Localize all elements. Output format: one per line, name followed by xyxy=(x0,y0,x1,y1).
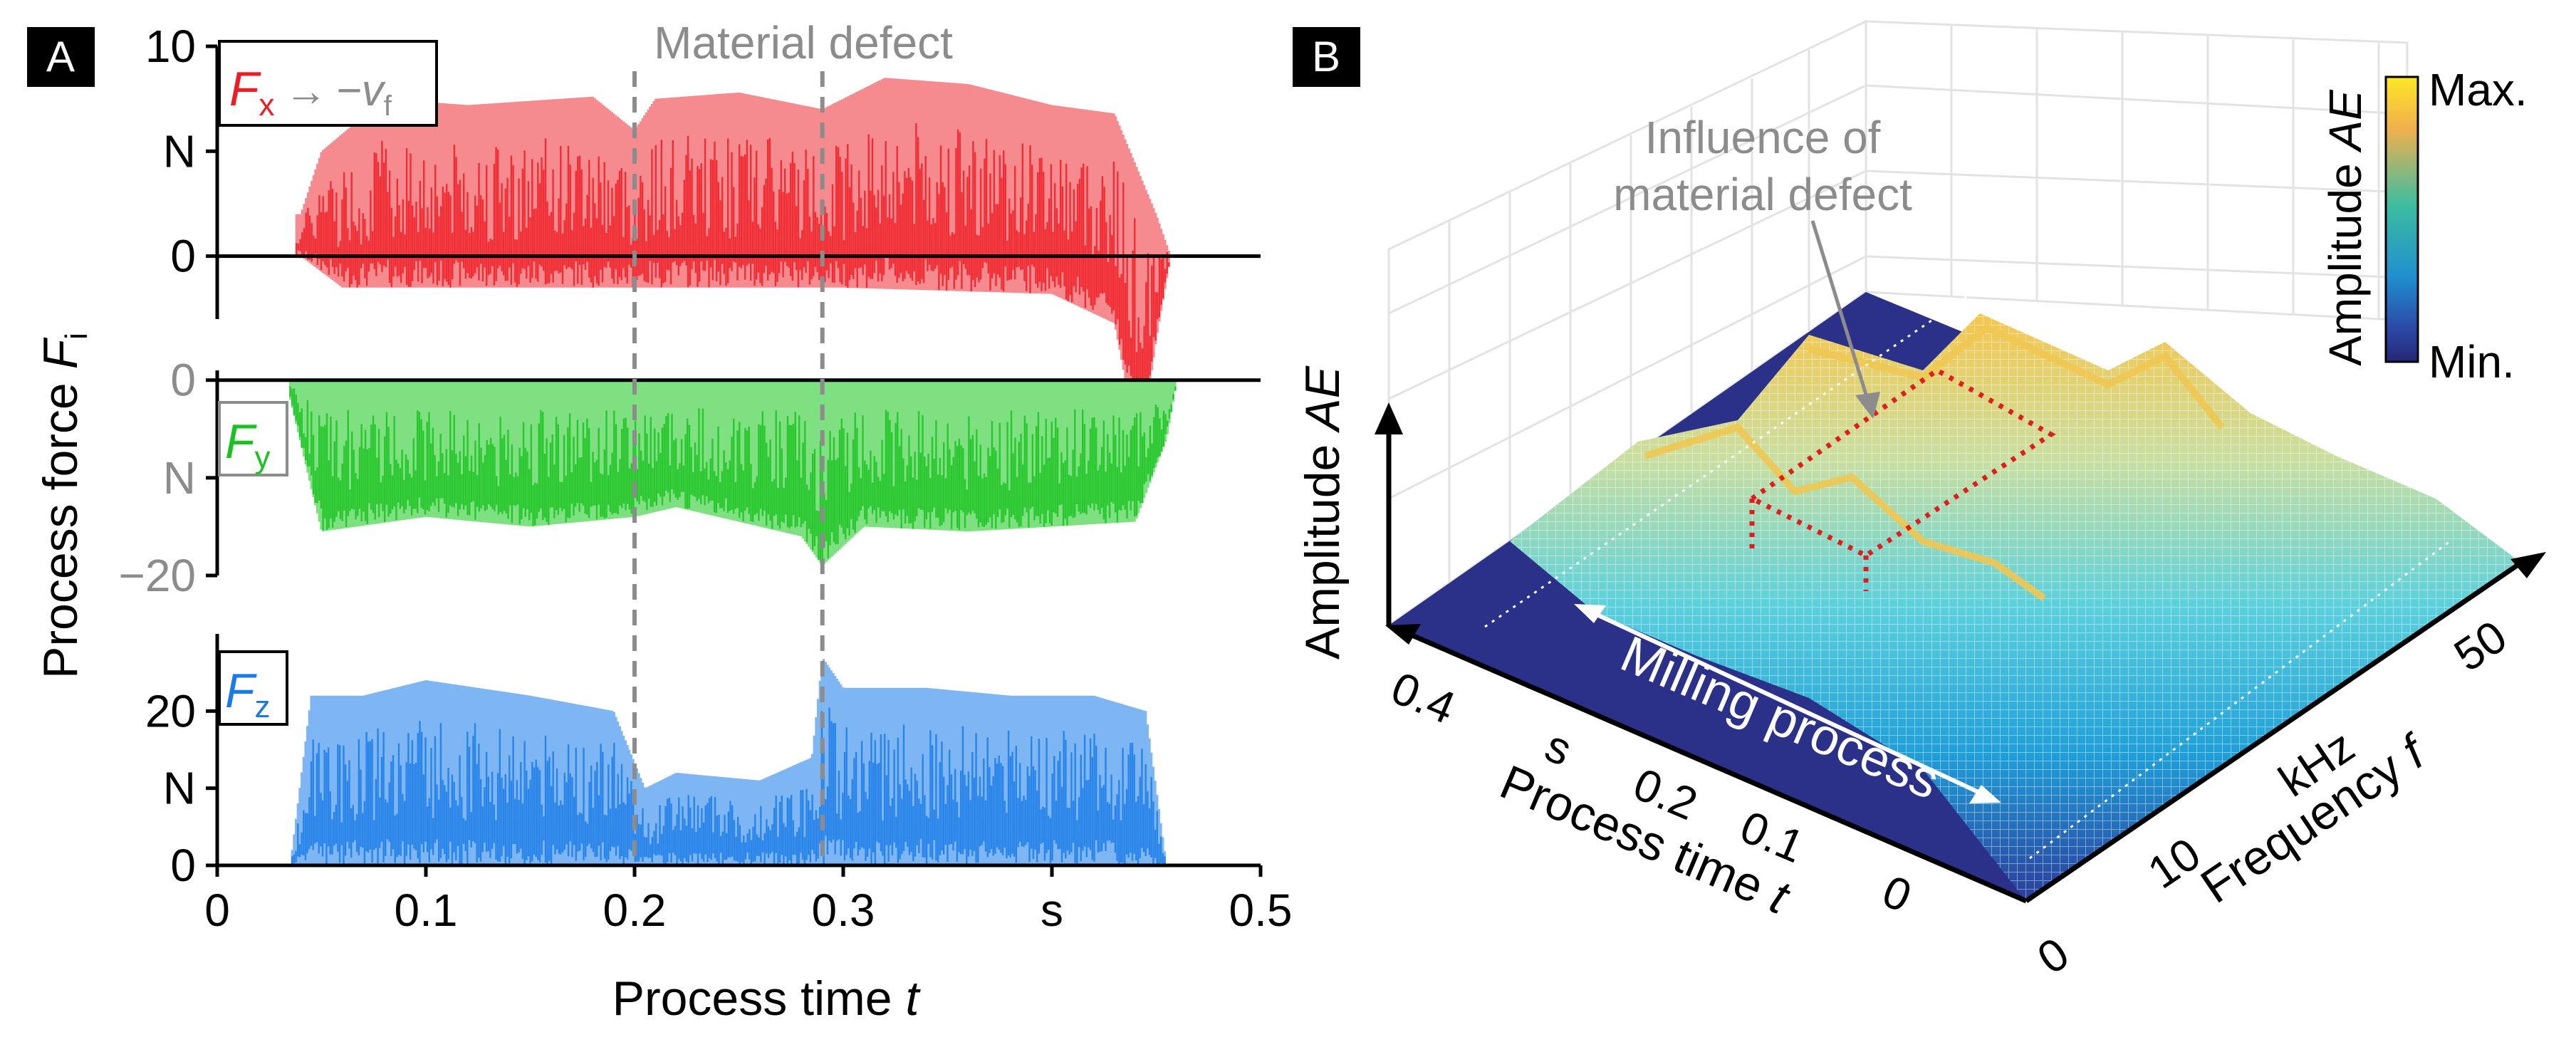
panel-a-ylabel: Process force Fi xyxy=(33,333,94,679)
fy-core xyxy=(289,386,1177,564)
surface-ridge-1 xyxy=(1644,423,2046,602)
freq-tick-label: 0 xyxy=(2028,927,2078,984)
time-tick-label: 0 xyxy=(1875,865,1919,922)
colorbar xyxy=(2384,75,2419,363)
fx-legend-minus-sub: f xyxy=(384,90,392,122)
fy-signal xyxy=(289,380,1177,566)
fz-unit-label: N xyxy=(163,763,196,814)
fx-legend: Fx → −vf xyxy=(218,40,438,127)
fz-legend: Fz xyxy=(218,650,288,726)
x-unit-label: s xyxy=(1041,885,1063,936)
fx-legend-var: F xyxy=(229,62,261,116)
z-axis-arrow xyxy=(1375,402,1403,434)
fx-tick-label: 10 xyxy=(145,21,196,72)
fy-legend: Fy xyxy=(218,401,288,476)
defect-box xyxy=(1747,367,2056,591)
colorbar-min-label: Min. xyxy=(2429,336,2515,387)
panel-b-letter: B xyxy=(1312,33,1340,80)
milling-arrow xyxy=(1583,607,1992,800)
panel-a: A 10 0 N 0 −20 N 20 0 N 0 0.1 0.2 0.3 0.5 s Material d… xyxy=(27,17,1292,1026)
panel-b-zlabel: Amplitude AE xyxy=(1295,365,1350,660)
colorbar-max-label: Max. xyxy=(2429,64,2528,115)
x-tick-label: 0.3 xyxy=(812,885,875,936)
svg-text:Fx→−vf: Fx → −vf xyxy=(229,62,392,123)
freq-axis-arrow xyxy=(2510,552,2546,578)
fx-unit-label: N xyxy=(163,125,196,177)
freq-axis-line xyxy=(2025,561,2523,903)
fy-legend-var: F xyxy=(225,415,257,469)
fx-legend-arrow: → xyxy=(285,67,328,115)
svg-text:Fy: Fy xyxy=(225,415,271,475)
fz-legend-var: F xyxy=(225,664,257,718)
material-defect-annotation: Material defect xyxy=(654,17,953,68)
time-tick-label: 0.4 xyxy=(1385,662,1463,734)
fx-tick-label: 0 xyxy=(170,231,196,282)
fy-tick-label: −20 xyxy=(118,550,196,601)
defect-annotation-arrow xyxy=(1810,220,1872,407)
fz-tick-label: 20 xyxy=(145,685,196,736)
x-tick-label: 0 xyxy=(204,885,230,936)
fy-legend-sub: y xyxy=(255,440,271,475)
x-tick-label: 0.2 xyxy=(603,885,667,936)
time-axis-arrow xyxy=(1385,624,1421,645)
defect-lines xyxy=(632,71,825,865)
panel-a-axes: 10 0 N 0 −20 N 20 0 N 0 0.1 0.2 0.3 0.5 s xyxy=(118,21,1292,936)
floor-dotted-line-2 xyxy=(2029,540,2451,860)
fz-core xyxy=(291,707,1166,865)
svg-text:Fz: Fz xyxy=(225,664,271,724)
defect-annotation-line2: material defect xyxy=(1613,169,1912,220)
panel-a-letter: A xyxy=(46,33,75,80)
colorbar-label: Amplitude AE xyxy=(2320,89,2371,366)
fz-legend-sub: z xyxy=(255,689,271,724)
fy-tick-label: 0 xyxy=(170,355,196,406)
panel-a-badge xyxy=(27,27,95,87)
fx-legend-minus-var: −v xyxy=(336,66,386,115)
surface-ridge-2 xyxy=(1808,323,2225,430)
fz-tick-label: 0 xyxy=(170,840,196,891)
freq-tick-label: 50 xyxy=(2445,610,2515,681)
fy-unit-label: N xyxy=(163,452,196,504)
fz-signal xyxy=(291,659,1167,865)
x-tick-label: 0.5 xyxy=(1229,885,1293,936)
x-tick-label: 0.1 xyxy=(395,885,458,936)
time-axis-line xyxy=(1391,624,2028,904)
panel-b-badge xyxy=(1293,27,1360,87)
defect-annotation-line1: Influence of xyxy=(1645,112,1881,163)
panel-a-xlabel: Process time t xyxy=(612,971,922,1026)
panel-b: B Influence of ma xyxy=(1293,19,2546,984)
fx-legend-sub: x xyxy=(259,88,275,123)
